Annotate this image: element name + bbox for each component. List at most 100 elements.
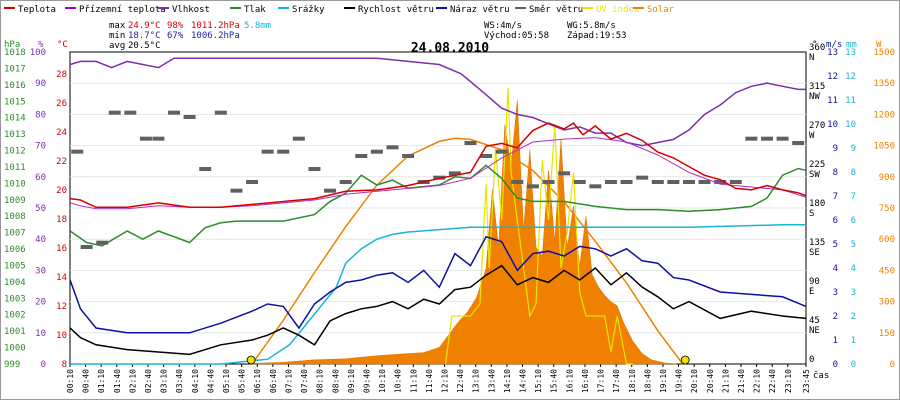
x-tick-label: 15:10 bbox=[534, 369, 543, 393]
legend-item: Solar bbox=[647, 5, 675, 15]
wind-direction-mark bbox=[261, 149, 274, 154]
dir-unit: ° bbox=[812, 40, 817, 50]
wind-direction-mark bbox=[558, 171, 571, 176]
wind-direction-mark bbox=[308, 167, 321, 171]
wind-direction-mark bbox=[168, 110, 181, 115]
ms-tick-label: 5 bbox=[833, 240, 838, 250]
dir-tick-label: 270 bbox=[809, 121, 825, 131]
dir-tick-label: 315 bbox=[809, 82, 825, 92]
x-tick-label: 13:40 bbox=[487, 369, 496, 393]
legend-item: Směr větru bbox=[529, 5, 583, 15]
wind-direction-mark bbox=[760, 136, 773, 141]
sunset-marker bbox=[680, 355, 690, 365]
stat-value: WG:5.8m/s bbox=[567, 21, 616, 31]
ms-tick-label: 3 bbox=[833, 288, 838, 298]
w-unit: W bbox=[876, 40, 882, 50]
wind-direction-mark bbox=[339, 180, 352, 184]
w-tick-label: 150 bbox=[879, 329, 895, 339]
w-tick-label: 1200 bbox=[873, 110, 895, 120]
wind-direction-mark bbox=[108, 110, 121, 115]
dir-tick-label: 360 bbox=[809, 43, 825, 53]
stat-value: WS:4m/s bbox=[484, 21, 522, 31]
x-tick-label: 11:40 bbox=[425, 369, 434, 393]
ground-temperature-line bbox=[69, 137, 807, 210]
x-tick-label: 12:40 bbox=[456, 369, 465, 393]
dir-compass-label: SE bbox=[809, 248, 820, 258]
solar-area bbox=[251, 99, 677, 365]
wind-direction-mark bbox=[277, 149, 290, 154]
dir-tick-label: 135 bbox=[809, 238, 825, 248]
w-tick-label: 1050 bbox=[873, 142, 895, 152]
wind-direction-mark bbox=[776, 136, 789, 141]
legend: Teplota Přízemní teplota Vlhkost Tlak Srážky… bbox=[4, 5, 675, 15]
stat-value: avg bbox=[109, 41, 125, 51]
hpa-tick-label: 1012 bbox=[4, 147, 26, 157]
dir-tick-label: 90 bbox=[809, 277, 820, 287]
x-tick-label: 03:40 bbox=[175, 369, 184, 393]
dir-compass-label: N bbox=[809, 53, 814, 63]
wind-direction-mark bbox=[745, 136, 758, 141]
wind-direction-mark bbox=[464, 141, 477, 145]
x-tick-label: 23:10 bbox=[784, 369, 793, 393]
wind-direction-mark bbox=[667, 180, 680, 184]
x-tick-label: 10:40 bbox=[394, 369, 403, 393]
ms-tick-label: 7 bbox=[833, 192, 838, 202]
wind-direction-mark bbox=[636, 175, 649, 180]
wind-direction-mark bbox=[71, 149, 84, 154]
stat-value: 24.9°C bbox=[128, 21, 161, 31]
wind-direction-mark bbox=[199, 167, 212, 171]
x-tick-label: 04:10 bbox=[191, 369, 200, 393]
wind-direction-mark bbox=[402, 154, 415, 158]
wind-direction-mark bbox=[792, 141, 805, 145]
hpa-tick-label: 1013 bbox=[4, 130, 26, 140]
hpa-tick-label: 1001 bbox=[4, 327, 26, 337]
x-tick-label: 09:40 bbox=[362, 369, 371, 393]
wind-direction-mark bbox=[729, 180, 742, 184]
mm-tick-label: 6 bbox=[851, 216, 856, 226]
wind-direction-mark bbox=[152, 136, 165, 141]
x-tick-label: 18:10 bbox=[628, 369, 637, 393]
mm-tick-label: 7 bbox=[851, 192, 856, 202]
stat-value: 98% bbox=[167, 21, 184, 31]
x-tick-label: 03:10 bbox=[160, 369, 169, 393]
axes: hPa9991000100110021003100410051006100710… bbox=[4, 40, 895, 393]
hpa-tick-label: 1005 bbox=[4, 261, 26, 271]
wind-direction-mark bbox=[183, 115, 196, 119]
hpa-tick-label: 1017 bbox=[4, 64, 26, 74]
sunrise-marker bbox=[246, 355, 256, 365]
wind-direction-mark bbox=[511, 180, 524, 184]
pct-tick-label: 60 bbox=[35, 173, 46, 183]
hpa-tick-label: 1009 bbox=[4, 196, 26, 206]
chart-title: 24.08.2010 bbox=[411, 41, 489, 56]
x-tick-label: 16:10 bbox=[565, 369, 574, 393]
x-tick-label: 11:10 bbox=[409, 369, 418, 393]
x-tick-label: 14:40 bbox=[519, 369, 528, 393]
rain-line bbox=[70, 224, 806, 365]
x-tick-label: 08:10 bbox=[316, 369, 325, 393]
wind-direction-mark bbox=[714, 180, 727, 184]
wind-gust-line bbox=[69, 235, 807, 334]
wind-direction-mark bbox=[80, 245, 93, 249]
hpa-tick-label: 1010 bbox=[4, 179, 26, 189]
legend-item: Srážky bbox=[292, 5, 325, 15]
ms-unit: m/s bbox=[826, 40, 842, 50]
mm-tick-label: 3 bbox=[851, 288, 856, 298]
temp-tick-label: 14 bbox=[56, 273, 67, 283]
x-tick-label: 19:40 bbox=[675, 369, 684, 393]
pct-tick-label: 100 bbox=[30, 48, 46, 58]
x-tick-label: 00:40 bbox=[82, 369, 91, 393]
uv-index-line bbox=[444, 87, 633, 365]
hpa-tick-label: 1004 bbox=[4, 278, 26, 288]
x-tick-label: 10:10 bbox=[378, 369, 387, 393]
mm-tick-label: 9 bbox=[851, 144, 856, 154]
pct-tick-label: 0 bbox=[41, 360, 46, 370]
w-tick-label: 600 bbox=[879, 235, 895, 245]
wind-direction-mark bbox=[292, 136, 305, 141]
stat-value: 18.7°C bbox=[128, 31, 161, 41]
w-tick-label: 750 bbox=[879, 204, 895, 214]
x-tick-label: 18:40 bbox=[643, 369, 652, 393]
mm-tick-label: 1 bbox=[851, 336, 856, 346]
w-tick-label: 450 bbox=[879, 266, 895, 276]
ms-tick-label: 8 bbox=[833, 168, 838, 178]
stat-value: 67% bbox=[167, 31, 184, 41]
